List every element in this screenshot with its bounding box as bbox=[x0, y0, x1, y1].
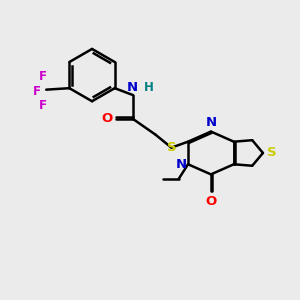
Text: N: N bbox=[127, 81, 138, 94]
Text: F: F bbox=[39, 70, 46, 83]
Text: N: N bbox=[176, 158, 187, 171]
Text: H: H bbox=[144, 81, 154, 94]
Text: S: S bbox=[267, 146, 276, 160]
Text: O: O bbox=[205, 195, 217, 208]
Text: F: F bbox=[39, 99, 46, 112]
Text: N: N bbox=[206, 116, 217, 129]
Text: S: S bbox=[167, 141, 177, 154]
Text: O: O bbox=[101, 112, 112, 125]
Text: F: F bbox=[33, 85, 41, 98]
